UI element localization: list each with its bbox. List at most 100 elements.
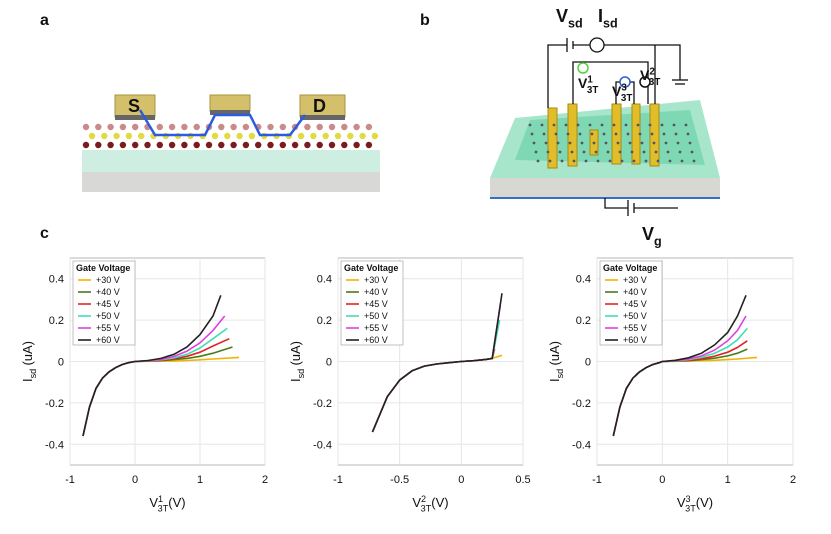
atom [279,123,286,131]
atom [371,132,379,140]
atom [101,132,108,140]
substrate [490,178,720,198]
label-base: V [412,495,421,510]
label-sub: 3T [649,77,660,88]
source-label: S [128,96,140,116]
atom [612,123,616,127]
panel-letter: a [40,12,49,29]
atom [576,123,580,127]
y-tick-label: -0.2 [45,398,64,410]
legend-label: +30 V [364,275,388,285]
y-axis-label: Isd (uA) [547,341,565,382]
atom [552,123,556,127]
atom [242,141,250,149]
y-tick-label: 0.4 [317,274,332,286]
panel-letter: b [420,12,430,29]
atom [604,141,608,145]
voltmeter-1 [577,62,589,74]
label-sub: 3T [587,85,598,96]
label-sub: sd [28,369,38,379]
atom [596,159,600,163]
label-sub: sd [603,16,618,30]
legend-title: Gate Voltage [76,263,130,273]
atom [107,141,114,149]
atom [132,141,139,149]
data-line [82,295,222,437]
label-sub: sd [555,369,565,379]
atom [310,132,317,140]
data-line [612,294,747,437]
atom [218,141,225,149]
label-base: I [20,378,35,382]
atom [536,159,540,163]
atom [316,141,323,149]
atom [181,141,188,149]
voltmeter-3 [619,76,631,88]
y-tick-label: 0 [58,357,64,369]
label-base: V [642,224,654,244]
v1-label: V1 3T [578,74,598,96]
atom [572,159,576,163]
legend-title: Gate Voltage [344,263,398,273]
data-line [371,293,503,433]
x-tick-label: -1 [592,474,602,486]
atom [628,141,632,145]
label-unit: (uA) [20,341,35,366]
y-tick-label: -0.4 [313,439,332,451]
atom [606,150,610,154]
y-tick-label: -0.4 [572,439,591,451]
atom [528,123,532,127]
label-sub: 3T [158,504,169,514]
atom [642,150,646,154]
atom [556,141,560,145]
label-base: V [677,495,686,510]
atom [690,150,694,154]
label-sup: 3 [621,82,627,93]
atom [644,159,648,163]
atom [582,150,586,154]
atom [654,150,658,154]
atom [95,123,102,131]
atom [592,141,596,145]
atom [267,141,274,149]
label-sup: 1 [587,74,593,85]
x-tick-label: 0 [659,474,665,486]
atom [230,141,237,149]
atom [242,123,250,131]
y-tick-label: 0.4 [49,274,64,286]
atom [546,150,550,154]
legend-label: +60 V [96,335,120,345]
legend-label: +30 V [623,275,647,285]
atom [618,150,622,154]
contact-base [210,110,250,115]
atom [304,123,311,131]
atom [692,159,696,163]
wire [604,198,628,209]
atom [88,132,96,140]
atom [638,132,642,136]
voltmeter-2 [639,76,651,88]
atom [297,132,305,140]
legend-label: +45 V [364,299,388,309]
panel-letter: c [40,225,49,242]
label-sub: g [654,234,662,248]
legend-title: Gate Voltage [603,263,657,273]
atom [534,150,538,154]
atom [608,159,612,163]
atom [181,123,188,131]
panel-a-illustration: S D [82,94,380,192]
atom [353,141,360,149]
label-base: V [612,83,622,99]
atom [230,123,237,131]
label-base: I [288,378,303,382]
atom [616,141,620,145]
y-tick-label: 0.2 [576,315,591,327]
atom [113,132,120,140]
vg-label: Vg [642,224,662,248]
atom [353,123,360,131]
atom [686,132,690,136]
atom [678,150,682,154]
atom [132,123,139,131]
atom [602,132,606,136]
